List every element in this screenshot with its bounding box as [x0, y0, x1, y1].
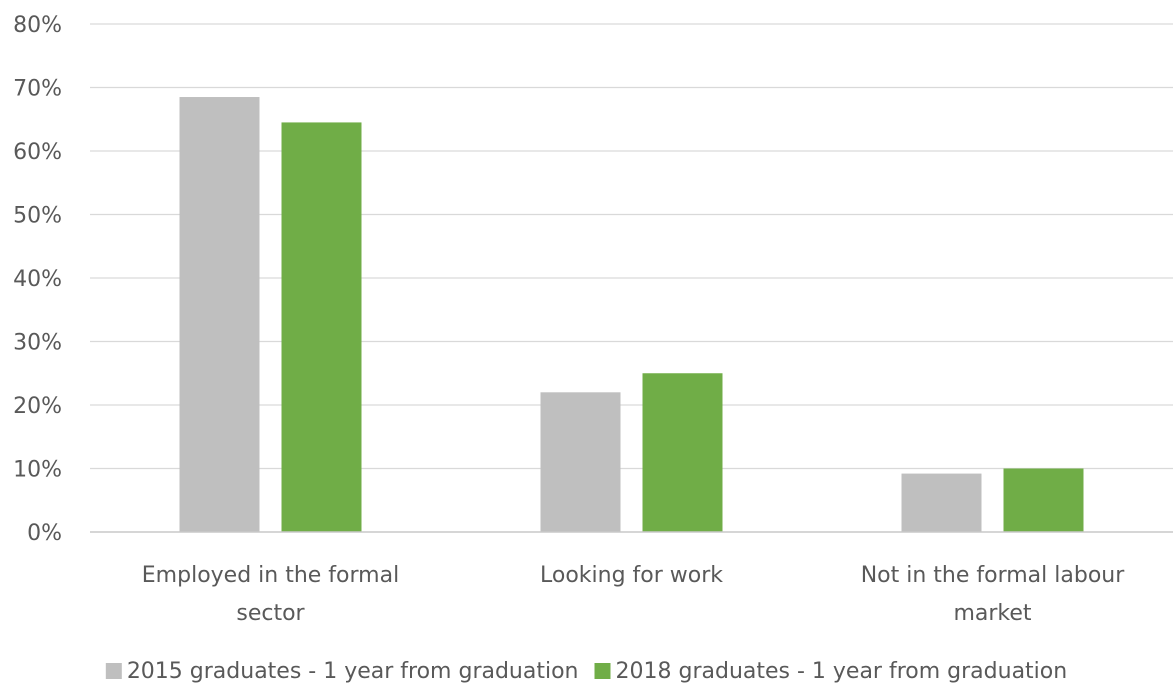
- y-tick-label: 60%: [13, 140, 62, 165]
- gridlines: [90, 23, 1173, 470]
- bar-2018-0: [281, 122, 362, 533]
- legend-swatch: [594, 663, 611, 679]
- bars: [179, 97, 1084, 533]
- y-tick-label: 80%: [13, 13, 62, 38]
- legend-label: 2015 graduates - 1 year from graduation: [127, 659, 579, 684]
- y-tick-label: 20%: [13, 394, 62, 419]
- bar-2015-2: [901, 473, 982, 532]
- bar-2018-2: [1003, 468, 1084, 532]
- y-tick-label: 0%: [27, 521, 62, 546]
- bar-2015-0: [179, 97, 260, 533]
- bar-2015-1: [540, 392, 621, 532]
- y-tick-label: 10%: [13, 458, 62, 483]
- legend-swatch: [105, 663, 122, 679]
- legend-item: 2018 graduates - 1 year from graduation: [594, 659, 1068, 684]
- legend-label: 2018 graduates - 1 year from graduation: [616, 659, 1068, 684]
- y-tick-label: 50%: [13, 204, 62, 229]
- category-label: Not in the formal labour market: [861, 563, 1126, 626]
- legend-item: 2015 graduates - 1 year from graduation: [105, 659, 579, 684]
- legend: 2015 graduates - 1 year from graduation 2…: [105, 659, 1068, 684]
- y-axis-ticks: 0% 10% 20% 30% 40% 50% 60% 70% 80%: [13, 13, 62, 546]
- y-tick-label: 70%: [13, 77, 62, 102]
- y-tick-label: 30%: [13, 331, 62, 356]
- category-label: Employed in the formal sector: [142, 563, 399, 626]
- category-label: Looking for work: [540, 563, 723, 588]
- category-labels: Employed in the formal sector Looking for …: [142, 563, 1125, 626]
- y-tick-label: 40%: [13, 267, 62, 292]
- bar-2018-1: [642, 373, 723, 532]
